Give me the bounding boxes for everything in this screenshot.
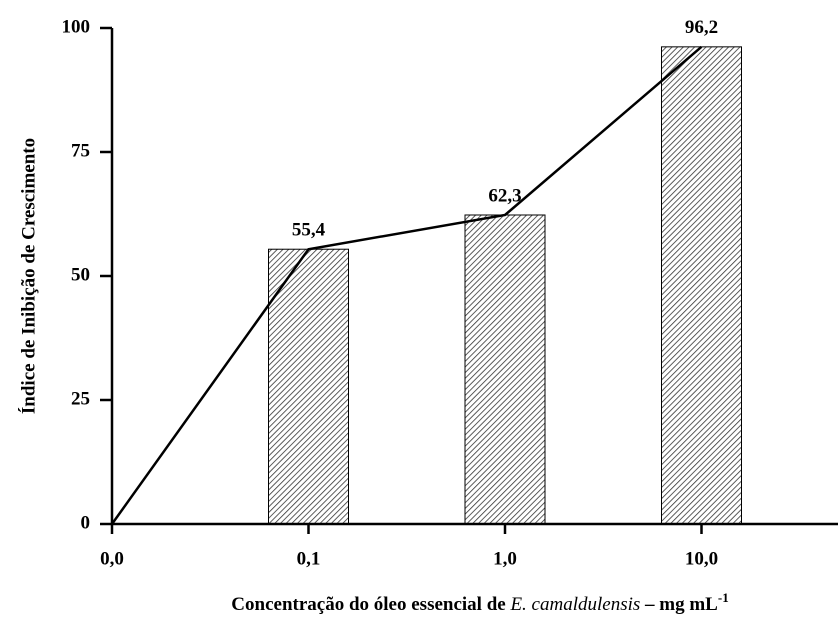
bar [661,46,742,525]
x-tick-label: 0,1 [297,548,321,569]
y-tick-label: 100 [62,16,91,37]
x-label-italic: E. camaldulensis [509,594,640,615]
x-tick-label: 1,0 [493,548,517,569]
y-tick-label: 50 [71,264,90,285]
x-tick-label: 10,0 [685,548,718,569]
x-tick-label: 0,0 [100,548,124,569]
y-axis-label: Índice de Inibição de Crescimento [17,138,39,414]
bar [464,214,546,525]
data-label: 62,3 [488,185,521,206]
line [110,45,703,525]
y-tick-label: 0 [81,512,91,533]
x-label-unit: – mg mL [640,594,718,615]
data-label: 55,4 [292,220,326,241]
y-tick-label: 25 [71,388,90,409]
x-label-part: Concentração do óleo essencial de [231,594,510,615]
bar [268,248,349,525]
x-label-sup: -1 [718,590,729,605]
y-tick-label: 75 [71,140,90,161]
x-axis-label: Concentração do óleo essencial de E. cam… [231,590,728,615]
data-label: 96,2 [685,17,718,38]
